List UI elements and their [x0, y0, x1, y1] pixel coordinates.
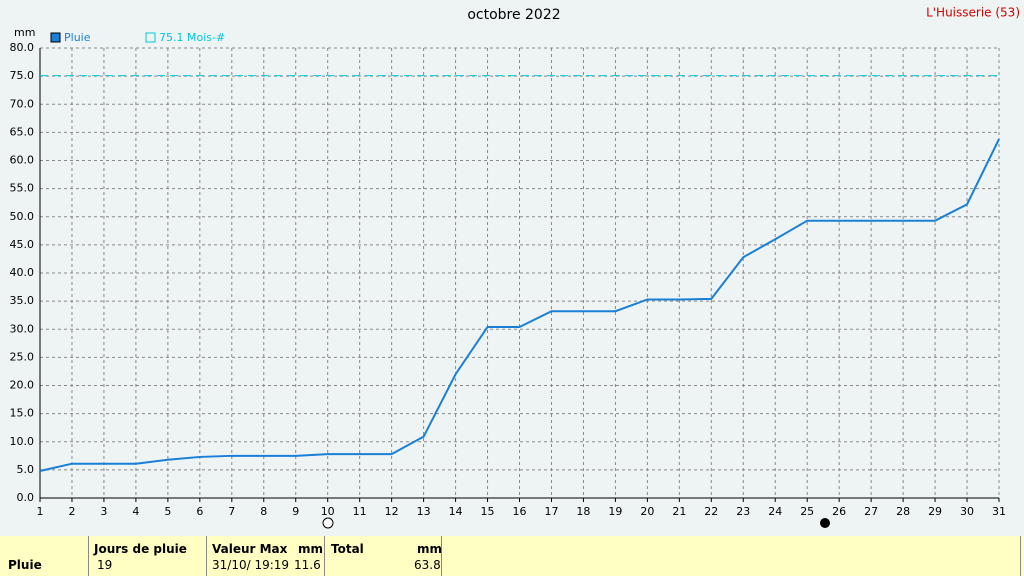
- legend-label: 75.1 Mois-#: [159, 31, 225, 44]
- x-tick-label: 31: [992, 505, 1006, 518]
- x-tick-label: 17: [544, 505, 558, 518]
- x-tick-label: 25: [800, 505, 814, 518]
- x-tick-label: 2: [68, 505, 75, 518]
- y-tick-label: 45.0: [10, 238, 35, 251]
- header-cell: mm: [417, 542, 443, 556]
- y-tick-label: 0.0: [17, 491, 35, 504]
- cell: 31/10/ 19:19: [212, 558, 290, 572]
- chart: octobre 2022 L'Huisserie (53) mm 0.0 5.0 1…: [10, 6, 1020, 529]
- cell: 63.8: [414, 558, 441, 572]
- summary-table: Jours de pluie Valeur Max mm Total mm Pl…: [0, 536, 1024, 576]
- x-tick-label: 22: [704, 505, 718, 518]
- line-series: [39, 138, 1000, 472]
- x-tick-label: 29: [928, 505, 942, 518]
- x-tick-label: 6: [196, 505, 203, 518]
- x-tick-label: 27: [864, 505, 878, 518]
- y-tick-label: 35.0: [10, 294, 35, 307]
- x-tick-label: 3: [100, 505, 107, 518]
- x-tick-label: 8: [260, 505, 267, 518]
- cell: 19: [97, 558, 113, 572]
- y-tick-label: 75.0: [10, 69, 35, 82]
- x-tick-label: 10: [321, 505, 335, 518]
- row-header: Pluie: [8, 558, 42, 572]
- x-tick-label: 14: [449, 505, 463, 518]
- x-tick-label: 4: [132, 505, 139, 518]
- x-tick-label: 24: [768, 505, 782, 518]
- header-cell: Total: [331, 542, 364, 556]
- chart-title: octobre 2022: [467, 7, 560, 23]
- x-tick-label: 11: [353, 505, 367, 518]
- x-tick-label: 12: [385, 505, 399, 518]
- y-tick-label: 80.0: [10, 41, 35, 54]
- y-tick-label: 60.0: [10, 154, 35, 167]
- x-tick-label: 18: [576, 505, 590, 518]
- legend-swatch: [145, 32, 156, 43]
- x-tick-label: 1: [37, 505, 44, 518]
- y-tick-label: 30.0: [10, 322, 35, 335]
- location: L'Huisserie (53): [926, 6, 1020, 20]
- y-tick-label: 10.0: [10, 435, 35, 448]
- header-cell: mm: [298, 542, 324, 556]
- y-tick-label: 70.0: [10, 97, 35, 110]
- x-tick-label: 19: [608, 505, 622, 518]
- separator: [88, 536, 89, 576]
- y-tick-label: 65.0: [10, 125, 35, 138]
- cell: 11.6: [294, 558, 321, 572]
- x-tick-label: 26: [832, 505, 846, 518]
- moon-icon: [322, 517, 334, 529]
- header-cell: Valeur Max: [212, 542, 288, 556]
- x-tick-label: 13: [417, 505, 431, 518]
- header-cell: Jours de pluie: [94, 542, 187, 556]
- x-tick-label: 15: [481, 505, 495, 518]
- separator: [1020, 536, 1021, 576]
- y-tick-label: 25.0: [10, 350, 35, 363]
- y-tick-label: 50.0: [10, 210, 35, 223]
- x-tick-label: 7: [228, 505, 235, 518]
- x-tick-label: 30: [960, 505, 974, 518]
- x-tick-label: 28: [896, 505, 910, 518]
- separator: [441, 536, 442, 576]
- y-axis-label: mm: [14, 26, 35, 39]
- separator: [324, 536, 325, 576]
- y-tick-label: 15.0: [10, 407, 35, 420]
- legend-label: Pluie: [64, 31, 91, 44]
- y-tick-label: 20.0: [10, 379, 35, 392]
- moon-icon: [820, 518, 830, 528]
- x-tick-label: 20: [640, 505, 654, 518]
- x-tick-label: 5: [164, 505, 171, 518]
- y-tick-label: 40.0: [10, 266, 35, 279]
- y-tick-label: 5.0: [17, 463, 35, 476]
- x-tick-label: 16: [513, 505, 527, 518]
- y-tick-label: 55.0: [10, 182, 35, 195]
- x-tick-label: 9: [292, 505, 299, 518]
- separator: [206, 536, 207, 576]
- legend-swatch: [50, 32, 61, 43]
- x-tick-label: 23: [736, 505, 750, 518]
- x-tick-label: 21: [672, 505, 686, 518]
